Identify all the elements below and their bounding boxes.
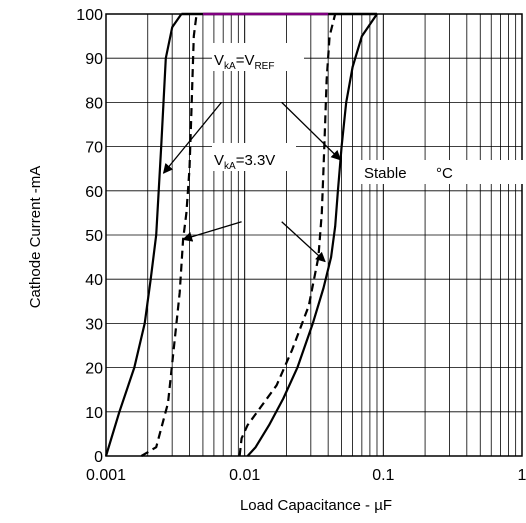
annotation-stable: Stable — [364, 165, 407, 182]
y-tick-label: 90 — [85, 51, 103, 68]
annotation-box-stable — [360, 160, 526, 184]
ann-33-eq: =3.3V — [236, 152, 276, 169]
series-line-1 — [104, 13, 183, 457]
y-tick-label: 60 — [85, 184, 103, 201]
ann-33-base: V — [214, 152, 224, 169]
grid — [106, 14, 522, 456]
annotation-arrow-4 — [281, 221, 326, 263]
ann-vref-sub: kA — [224, 61, 236, 72]
y-tick-label: 50 — [85, 228, 103, 245]
y-tick-label: 20 — [85, 361, 103, 378]
ann-vref-eq: =V — [236, 52, 255, 69]
series-line-4 — [246, 13, 378, 457]
y-axis-title: Cathode Current -mA — [27, 166, 44, 309]
ann-vref-sub2: REF — [254, 61, 274, 72]
y-tick-label: 40 — [85, 272, 103, 289]
x-tick-label: 0.001 — [86, 467, 126, 484]
annotation-arrow-3 — [182, 221, 242, 242]
x-tick-label: 0.1 — [372, 467, 394, 484]
annotation-box-vka-33 — [212, 143, 296, 171]
series-group — [104, 12, 378, 457]
ann-vref-base: V — [214, 52, 224, 69]
y-tick-label: 70 — [85, 140, 103, 157]
y-tick-label: 30 — [85, 316, 103, 333]
y-tick-label: 100 — [76, 7, 103, 24]
series-line-2 — [140, 13, 198, 457]
stable-occlusion — [414, 161, 434, 183]
annotation-vka-33: VkA=3.3V — [214, 152, 275, 172]
annotation-stable-suffix: °C — [436, 165, 453, 182]
y-tick-label: 0 — [94, 449, 103, 466]
ann-33-sub: kA — [224, 161, 236, 172]
annotation-arrow-1 — [162, 101, 222, 174]
tick-labels: 0 10 20 30 40 50 60 70 80 90 100 0.001 0.01 0.1 1 — [76, 7, 526, 484]
annotation-arrows — [162, 101, 342, 263]
y-tick-label: 80 — [85, 95, 103, 112]
x-tick-label: 0.01 — [229, 467, 260, 484]
annotation-box-vka-vref — [212, 43, 304, 71]
x-tick-label: 1 — [518, 467, 526, 484]
y-tick-label: 10 — [85, 405, 103, 422]
x-axis-title: Load Capacitance - µF — [240, 497, 392, 514]
annotation-arrow-2 — [281, 101, 342, 161]
annotation-vka-vref: VkA=VREF — [214, 52, 274, 72]
